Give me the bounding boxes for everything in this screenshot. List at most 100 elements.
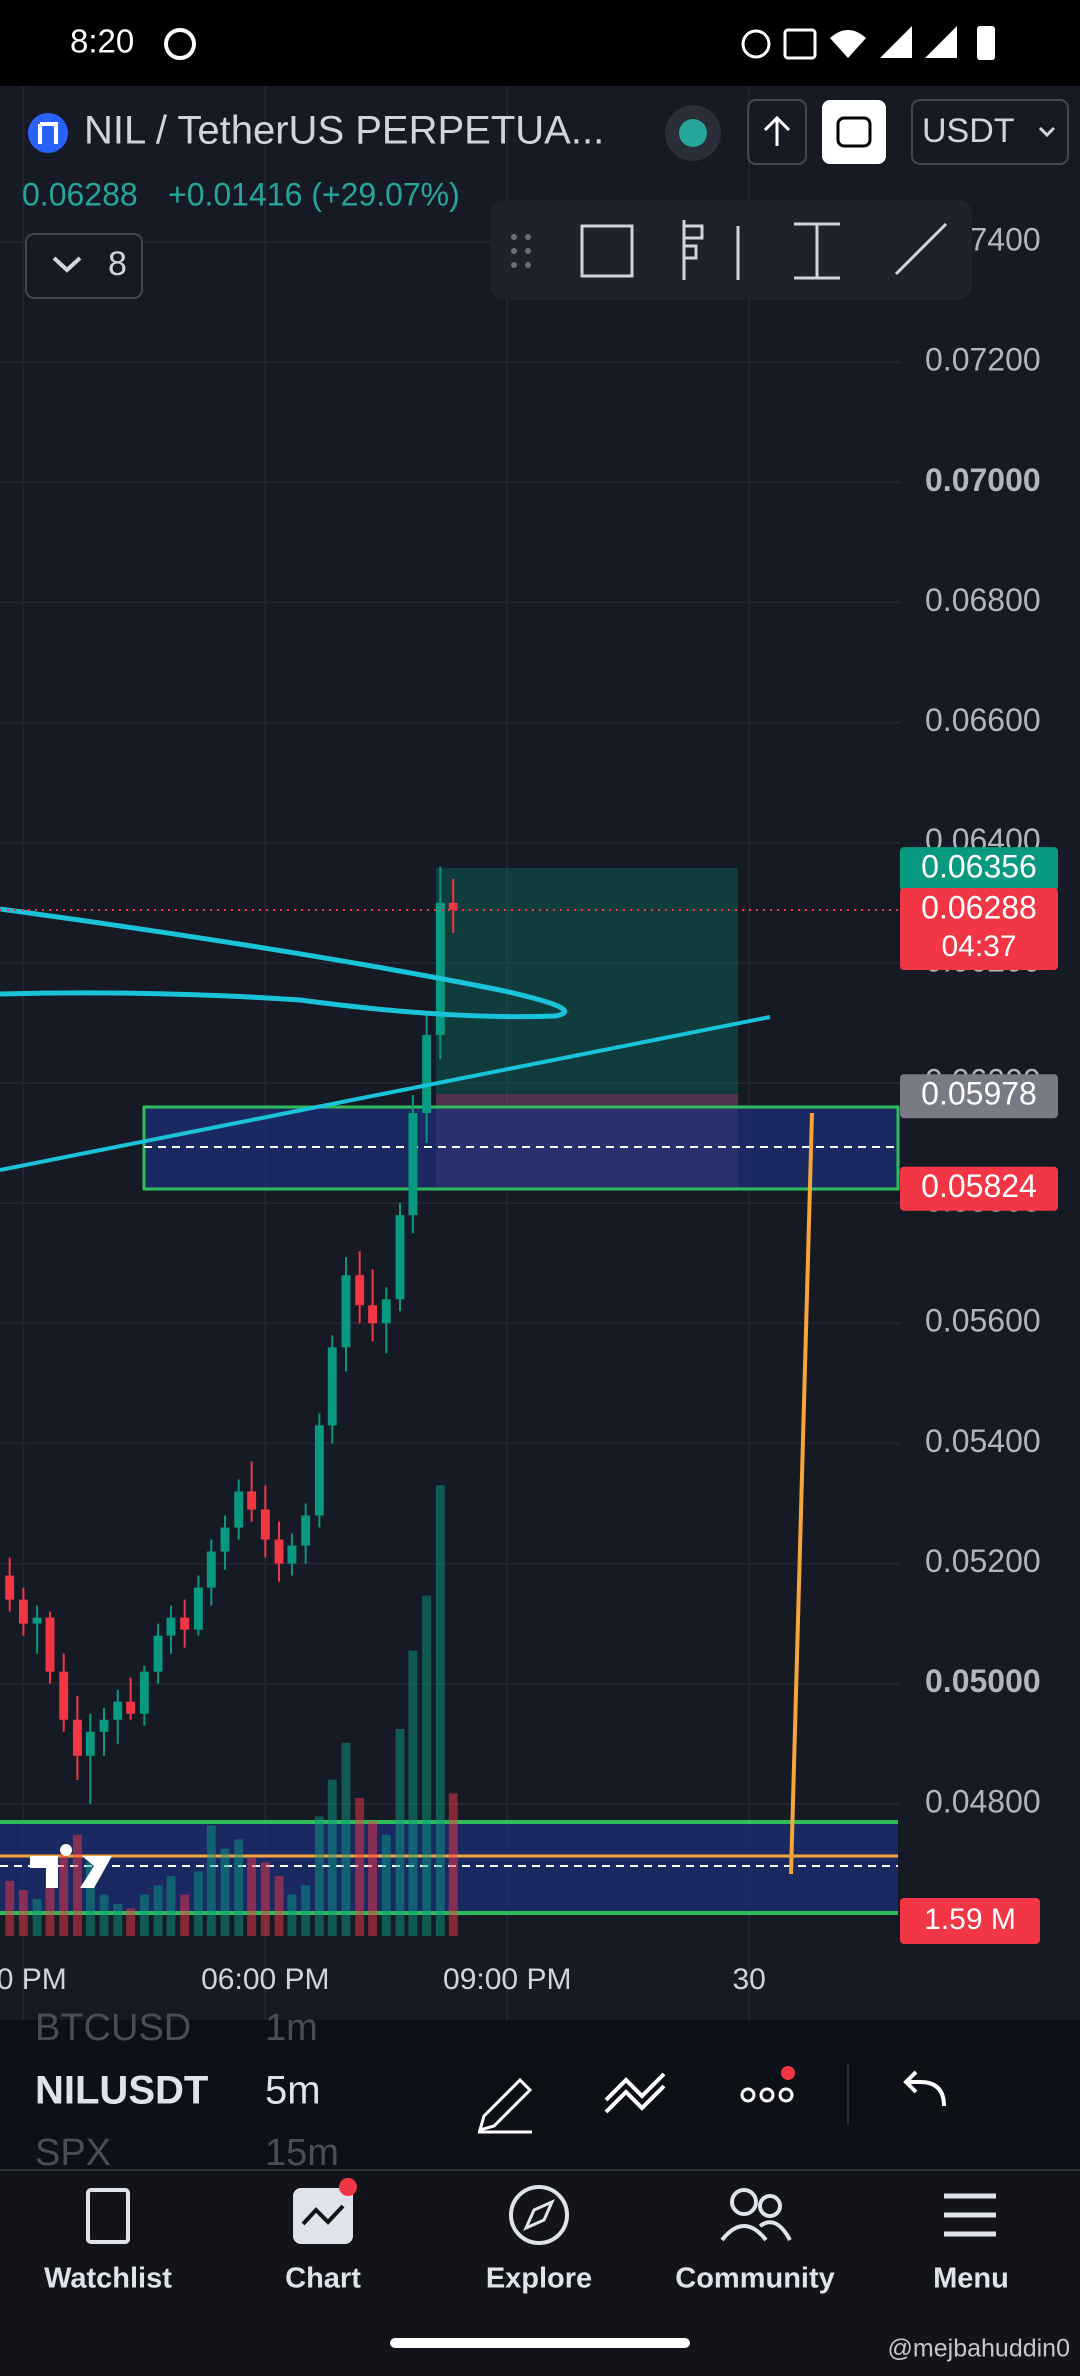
nav-label[interactable]: Menu — [933, 2263, 1009, 2295]
drawing-toolbar — [490, 200, 972, 300]
currency-select[interactable] — [911, 99, 1069, 165]
symbol-item[interactable]: SPX — [35, 2132, 111, 2174]
dropdown-caret — [1038, 126, 1056, 138]
nav-label[interactable]: Watchlist — [44, 2263, 172, 2295]
volume-bar — [247, 1857, 257, 1936]
symbol-item[interactable]: BTCUSD — [35, 2007, 191, 2049]
volume-bar — [234, 1839, 244, 1936]
candle-body — [180, 1617, 190, 1630]
volume-bar — [18, 1890, 28, 1936]
replay-icon — [836, 116, 872, 148]
y-tick-label: 0.05200 — [925, 1543, 1041, 1579]
volume-bar — [59, 1853, 69, 1936]
nav-icon[interactable] — [86, 2188, 130, 2244]
zone-box — [142, 1105, 900, 1191]
drawings — [0, 868, 900, 1915]
candle-body — [260, 1509, 270, 1540]
candle-body — [32, 1617, 42, 1624]
volume-bar — [301, 1885, 311, 1936]
drawings-top — [0, 906, 814, 1888]
nav-label[interactable]: Explore — [486, 2263, 592, 2295]
status-bar — [0, 0, 1080, 86]
candle-body — [287, 1545, 297, 1564]
volume-bar — [327, 1779, 337, 1936]
candle-body — [274, 1539, 284, 1564]
symbol-item[interactable]: NILUSDT — [35, 2069, 208, 2113]
nav-icon[interactable] — [720, 2188, 792, 2242]
candle-body — [381, 1299, 391, 1324]
interval-item[interactable]: 5m — [265, 2069, 321, 2113]
y-tick-label: 0.07000 — [925, 462, 1041, 498]
nav-label[interactable]: Chart — [285, 2263, 361, 2295]
price-tag-label: 0.06288 — [921, 889, 1037, 925]
y-tick-label: 0.05000 — [925, 1663, 1041, 1699]
price-tag — [900, 888, 1058, 971]
candles — [5, 866, 458, 1804]
candle-body — [435, 902, 445, 1035]
publish-icon — [763, 115, 791, 146]
chart-icon-line — [301, 2204, 345, 2226]
volume-bar — [206, 1825, 216, 1936]
y-tick-label: 0.05600 — [925, 1303, 1041, 1339]
trend-curve — [0, 906, 568, 1020]
candle-body — [395, 1215, 405, 1300]
symbol-switcher: BTCUSD 1m NILUSDT 5m SPX 15m — [35, 2007, 946, 2174]
symbol-logo — [28, 113, 68, 153]
candle-body — [247, 1491, 257, 1510]
symbol-title[interactable]: NIL / TetherUS PERPETUA... — [84, 109, 604, 153]
price-change: +0.01416 (+29.07%) — [168, 176, 460, 212]
trend-tool[interactable] — [604, 2072, 666, 2114]
x-tick-label: 09:00 PM — [443, 1963, 571, 1996]
volume-bar — [99, 1894, 109, 1936]
price-tag-label: 0.05824 — [921, 1168, 1037, 1204]
candle-body — [341, 1275, 351, 1348]
interval-item[interactable]: 1m — [265, 2007, 318, 2049]
replay-button[interactable] — [822, 100, 886, 164]
volume-bar — [381, 1834, 391, 1936]
price-tag — [900, 847, 1058, 892]
candle-body — [5, 1575, 15, 1600]
volume-tag-label: 1.59 M — [924, 1903, 1016, 1936]
candle-body — [355, 1275, 365, 1306]
indicator-count: 8 — [108, 245, 127, 283]
candle-body — [139, 1671, 149, 1714]
more-tools[interactable] — [740, 2087, 794, 2103]
last-price: 0.06288 — [22, 176, 138, 212]
candle-body — [314, 1425, 324, 1516]
nav-label[interactable]: Community — [675, 2263, 835, 2295]
nav-icon[interactable] — [944, 2193, 996, 2237]
logo-shape — [30, 1844, 112, 1888]
interval-item[interactable]: 15m — [265, 2132, 339, 2174]
candle-body — [153, 1635, 163, 1672]
symbol-logo-mark — [38, 122, 58, 144]
undo[interactable] — [903, 2070, 946, 2107]
indicators-toggle[interactable] — [25, 233, 143, 299]
draw-tool[interactable] — [477, 2077, 533, 2134]
volume-bar — [72, 1834, 82, 1936]
volume-bar — [395, 1729, 405, 1936]
publish-button[interactable] — [747, 99, 807, 165]
volume-bar — [113, 1903, 123, 1936]
tool-icons[interactable] — [580, 220, 948, 280]
nav-icon[interactable] — [509, 2185, 569, 2245]
volume-bar — [32, 1899, 42, 1936]
candle-body — [59, 1671, 69, 1720]
volume-tag — [900, 1898, 1040, 1944]
toggle-caret — [52, 256, 82, 273]
candle-body — [99, 1719, 109, 1732]
candle-body — [166, 1617, 176, 1636]
candle-body — [206, 1551, 216, 1588]
price-tag — [900, 1166, 1058, 1211]
volume-bar — [341, 1742, 351, 1936]
volume-bar — [153, 1885, 163, 1936]
price-tags: 0.06356 04:37 0.06288 0.05978 0.05824 1.59 M — [0, 847, 1058, 1944]
badge — [339, 2178, 357, 2196]
volume-pane — [5, 1485, 458, 1936]
volume-bar — [435, 1485, 445, 1936]
candle-body — [234, 1491, 244, 1528]
volume-bar — [126, 1908, 136, 1936]
volume-bar — [5, 1880, 15, 1936]
profit-zone — [436, 868, 738, 1094]
